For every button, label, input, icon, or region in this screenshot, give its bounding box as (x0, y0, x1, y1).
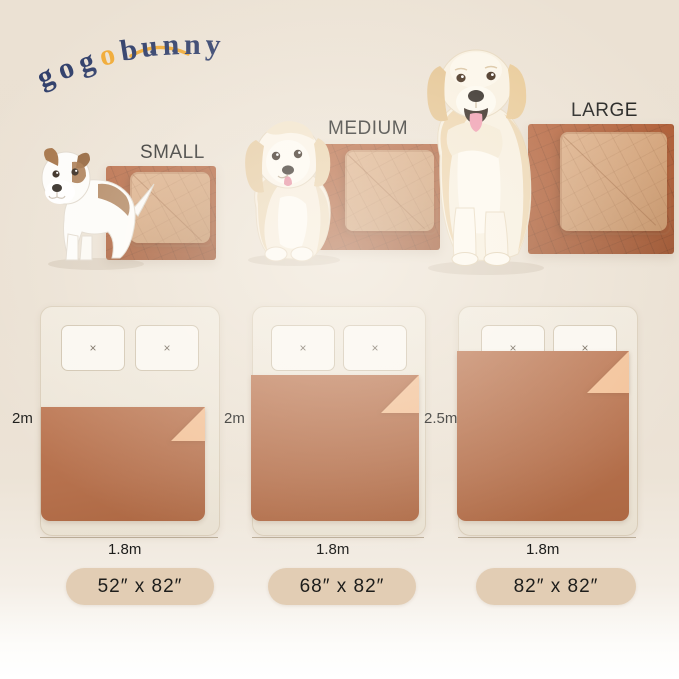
blanket-folded-corner (587, 351, 629, 393)
blanket-folded-corner (381, 375, 419, 413)
blanket-folded-flap (130, 171, 211, 244)
dog-photo-large-golden-retriever (414, 26, 564, 276)
bed-width-rule-small (40, 537, 218, 538)
pillow-left: × (61, 325, 125, 371)
svg-text:u: u (139, 38, 159, 64)
dog-photo-small-jack-russell (28, 136, 168, 271)
svg-text:b: b (118, 38, 140, 68)
svg-text:n: n (184, 38, 201, 61)
bed-diagram-large: × × (457, 306, 638, 536)
bed-width-label-medium: 1.8m (316, 541, 350, 558)
svg-text:o: o (96, 38, 118, 73)
svg-text:g: g (74, 44, 98, 80)
bed-diagram-small: × × (40, 306, 220, 536)
bed-width-label-small: 1.8m (108, 541, 142, 558)
blanket-folded-flap (560, 131, 667, 231)
dimensions-pill-small: 52″ x 82″ (66, 568, 214, 605)
dimensions-pill-large: 82″ x 82″ (476, 568, 636, 605)
blanket-overlay-medium (251, 375, 419, 521)
blanket-overlay-large (457, 351, 629, 521)
bed-height-label-medium: 2m (224, 410, 245, 427)
blanket-overlay-small (41, 407, 205, 521)
svg-text:n: n (162, 38, 181, 62)
pillow-right: × (343, 325, 407, 371)
bed-width-rule-large (458, 537, 636, 538)
bed-diagram-medium: × × (251, 306, 426, 536)
bed-height-label-large: 2.5m (424, 410, 458, 427)
brand-logo: g o g o b u n n y (36, 38, 236, 98)
blanket-folded-corner (171, 407, 205, 441)
pillow-left: × (271, 325, 335, 371)
svg-text:o: o (53, 50, 78, 86)
bed-height-label-small: 2m (12, 410, 33, 427)
size-label-large: LARGE (571, 100, 638, 121)
bed-width-rule-medium (252, 537, 424, 538)
product-blanket-large (528, 124, 674, 254)
size-label-small: SMALL (140, 142, 205, 163)
blanket-folded-flap (344, 150, 434, 231)
dimensions-pill-medium: 68″ x 82″ (268, 568, 416, 605)
pillow-right: × (135, 325, 199, 371)
product-blanket-small (106, 166, 216, 260)
dog-photo-medium-cavachon (236, 112, 356, 267)
size-label-medium: MEDIUM (328, 118, 409, 139)
product-blanket-medium (318, 144, 440, 250)
bed-width-label-large: 1.8m (526, 541, 560, 558)
svg-text:y: y (205, 38, 222, 62)
